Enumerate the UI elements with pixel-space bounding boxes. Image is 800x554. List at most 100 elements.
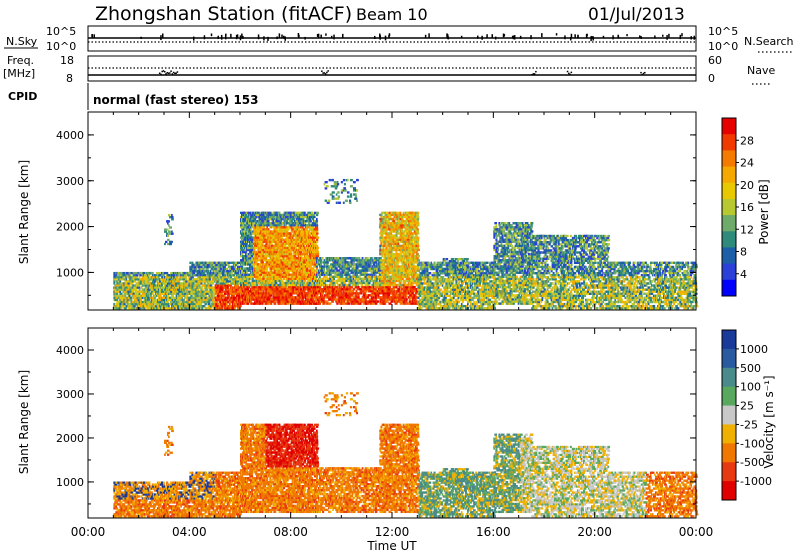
power-cell — [234, 307, 236, 309]
power-cell — [222, 282, 224, 284]
freq-jump — [571, 72, 573, 74]
power-cell — [193, 286, 196, 288]
power-cell — [220, 268, 223, 270]
power-cell — [237, 278, 239, 280]
power-cell — [207, 270, 210, 272]
power-cell — [129, 295, 131, 297]
power-cell — [130, 299, 133, 301]
freq-tick-top: 18 — [60, 54, 74, 67]
freq-jump — [326, 72, 328, 74]
power-cell — [136, 274, 139, 276]
power-cell — [234, 284, 237, 286]
power-cell — [208, 301, 211, 303]
power-cell — [212, 299, 215, 301]
power-cell — [154, 297, 156, 299]
nsky-spike — [211, 33, 213, 36]
power-cell — [123, 303, 125, 305]
power-cell — [189, 288, 191, 290]
nsky-spike — [267, 37, 269, 41]
power-cell — [236, 295, 238, 297]
nsky-spike — [379, 34, 381, 39]
freq-jump — [640, 72, 642, 74]
power-cell — [227, 286, 229, 288]
power-cell — [182, 278, 185, 280]
power-cell — [119, 272, 121, 274]
power-cell — [136, 284, 138, 286]
power-cell — [198, 266, 200, 268]
nsky-tick-bottom: 10^0 — [46, 40, 76, 53]
nsky-spike — [574, 34, 576, 37]
power-cell — [227, 280, 229, 282]
power-cell — [237, 288, 240, 290]
freq-trace — [88, 68, 696, 75]
power-cell — [218, 278, 220, 280]
power-cell — [152, 293, 154, 295]
power-cell — [132, 303, 134, 305]
freq-jump — [325, 73, 327, 75]
freq-jump — [569, 74, 571, 76]
power-cell — [191, 280, 194, 282]
power-cell — [206, 288, 208, 290]
power-cell — [190, 295, 192, 297]
power-cell — [203, 268, 205, 270]
power-cell — [226, 278, 229, 280]
power-cell — [113, 282, 115, 284]
power-cell — [166, 284, 168, 286]
power-cell — [134, 280, 137, 282]
nsky-spike — [577, 35, 579, 38]
nsky-spike — [492, 34, 494, 37]
power-cell — [188, 274, 190, 276]
nsky-spike — [481, 36, 483, 40]
power-cell — [230, 305, 232, 307]
power-cell — [229, 278, 231, 280]
nsky-spike — [639, 35, 641, 37]
power-cell — [211, 276, 213, 278]
nsky-spike — [571, 34, 573, 38]
nsky-spike — [654, 35, 656, 38]
power-cell — [213, 272, 215, 274]
power-cell — [237, 266, 239, 268]
power-cell — [147, 307, 150, 309]
power-cell — [175, 286, 178, 288]
power-cell — [156, 291, 158, 293]
freq-jump — [172, 73, 174, 75]
nsky-spike — [237, 34, 239, 37]
power-cell — [143, 272, 146, 274]
power-cell — [226, 303, 228, 305]
power-cell — [201, 270, 203, 272]
power-cell — [162, 286, 165, 288]
power-cell — [138, 295, 140, 297]
power-cell — [120, 307, 122, 309]
power-cell — [205, 274, 207, 276]
power-cell — [133, 297, 135, 299]
power-cell — [156, 280, 159, 282]
power-cell — [131, 282, 134, 284]
power-cell — [130, 274, 132, 276]
power-cell — [228, 262, 231, 264]
nsky-spike — [690, 36, 692, 39]
power-cell — [179, 301, 181, 303]
nsky-spike — [279, 33, 281, 38]
nsky-spike — [240, 35, 242, 40]
power-cell — [221, 307, 223, 309]
power-cell — [132, 291, 135, 293]
power-cell — [155, 299, 157, 301]
power-cell — [227, 264, 230, 266]
power-cell — [236, 280, 239, 282]
power-cell — [219, 307, 221, 309]
power-cell — [128, 284, 131, 286]
nsky-spike — [140, 37, 142, 39]
power-cell — [124, 297, 126, 299]
power-cell — [124, 295, 126, 297]
power-cell — [138, 305, 140, 307]
power-cell — [211, 280, 213, 282]
freq-jump — [170, 70, 172, 72]
power-cell — [231, 272, 233, 274]
power-cell — [189, 268, 192, 270]
power-cell — [191, 284, 193, 286]
power-cell — [129, 305, 131, 307]
power-cell — [227, 282, 229, 284]
power-cell — [124, 284, 127, 286]
power-cell — [205, 295, 207, 297]
nsky-spike — [221, 35, 223, 40]
